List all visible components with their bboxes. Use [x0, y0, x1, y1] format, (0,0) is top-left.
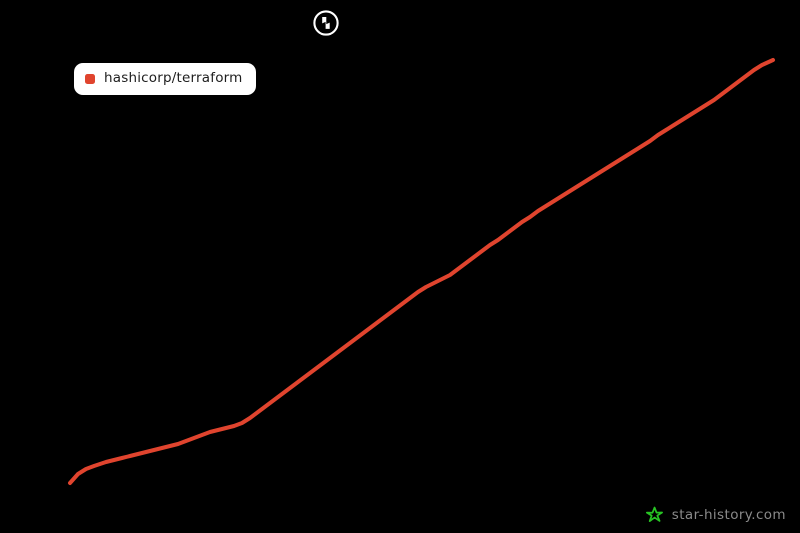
- hashicorp-logo-icon: [311, 8, 341, 38]
- series-line-hashicorp-terraform: [68, 58, 775, 485]
- watermark-text: star-history.com: [671, 506, 786, 523]
- green-star-icon: [645, 506, 664, 525]
- legend-swatch-hashicorp-terraform: [85, 73, 95, 84]
- legend-label-hashicorp-terraform: hashicorp/terraform: [104, 69, 243, 86]
- watermark: star-history.com: [645, 506, 786, 525]
- chart-legend: hashicorp/terraform: [74, 63, 256, 95]
